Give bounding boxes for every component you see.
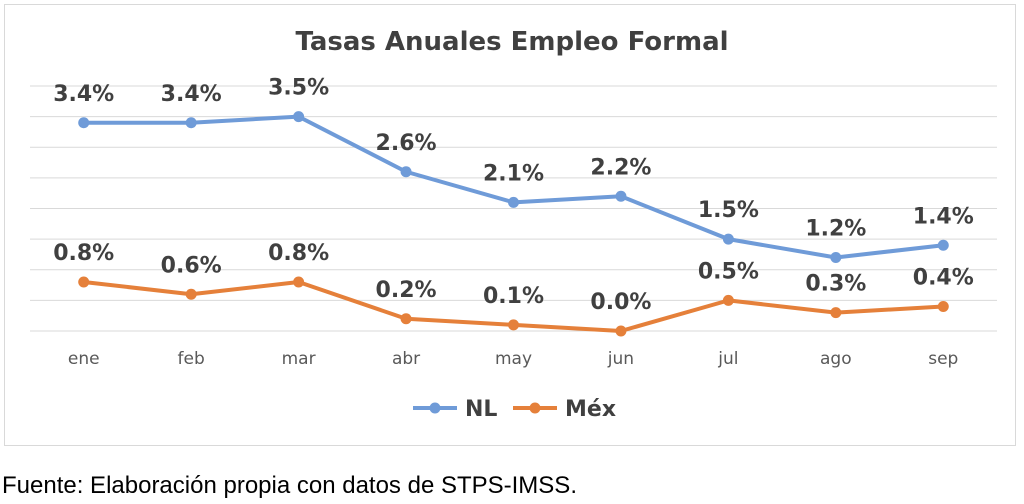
data-point bbox=[830, 252, 842, 263]
x-tick-label: may bbox=[495, 349, 532, 369]
data-label: 3.4% bbox=[161, 82, 222, 107]
chart-title: Tasas Anuales Empleo Formal bbox=[295, 27, 728, 57]
data-point bbox=[293, 276, 305, 288]
data-label: 1.5% bbox=[698, 198, 759, 223]
data-point bbox=[830, 307, 842, 319]
data-point bbox=[78, 276, 90, 288]
data-point bbox=[293, 111, 305, 123]
data-point bbox=[185, 117, 197, 129]
data-label: 2.2% bbox=[590, 155, 651, 180]
data-point bbox=[400, 166, 412, 178]
x-tick-label: sep bbox=[928, 349, 958, 369]
data-label: 2.6% bbox=[376, 131, 437, 156]
x-tick-label: mar bbox=[282, 349, 316, 369]
data-point bbox=[78, 117, 90, 129]
data-label: 1.2% bbox=[805, 217, 866, 242]
source-footnote: Fuente: Elaboración propia con datos de … bbox=[2, 472, 577, 499]
data-point bbox=[508, 319, 519, 331]
x-tick-label: ene bbox=[68, 349, 100, 369]
data-point bbox=[508, 196, 519, 208]
x-tick-label: ago bbox=[820, 349, 852, 369]
data-label: 0.3% bbox=[805, 272, 866, 297]
data-label: 0.2% bbox=[376, 278, 437, 303]
data-point bbox=[185, 288, 197, 300]
data-point bbox=[615, 190, 627, 202]
data-label: 0.8% bbox=[53, 241, 114, 266]
data-point bbox=[615, 325, 627, 337]
data-label: 0.1% bbox=[483, 284, 544, 309]
data-label: 3.5% bbox=[268, 76, 329, 101]
data-point bbox=[722, 294, 734, 306]
x-tick-label: feb bbox=[178, 349, 205, 369]
data-label: 0.6% bbox=[161, 253, 222, 278]
legend-label: Méx bbox=[565, 397, 616, 422]
chart-frame bbox=[4, 4, 1016, 446]
legend-marker bbox=[429, 402, 441, 414]
data-label: 0.5% bbox=[698, 259, 759, 284]
x-tick-label: abr bbox=[392, 349, 420, 369]
legend-marker bbox=[529, 402, 541, 414]
data-label: 3.4% bbox=[53, 82, 114, 107]
x-tick-label: jun bbox=[607, 349, 634, 369]
legend-label: NL bbox=[465, 397, 497, 422]
data-point bbox=[937, 239, 949, 251]
data-label: 0.0% bbox=[590, 290, 651, 315]
data-point bbox=[937, 301, 949, 312]
data-label: 0.8% bbox=[268, 241, 329, 266]
data-point bbox=[400, 313, 412, 325]
data-label: 2.1% bbox=[483, 161, 544, 186]
data-label: 0.4% bbox=[913, 266, 974, 291]
data-point bbox=[722, 233, 734, 245]
data-label: 1.4% bbox=[913, 204, 974, 229]
x-tick-label: jul bbox=[717, 349, 738, 369]
